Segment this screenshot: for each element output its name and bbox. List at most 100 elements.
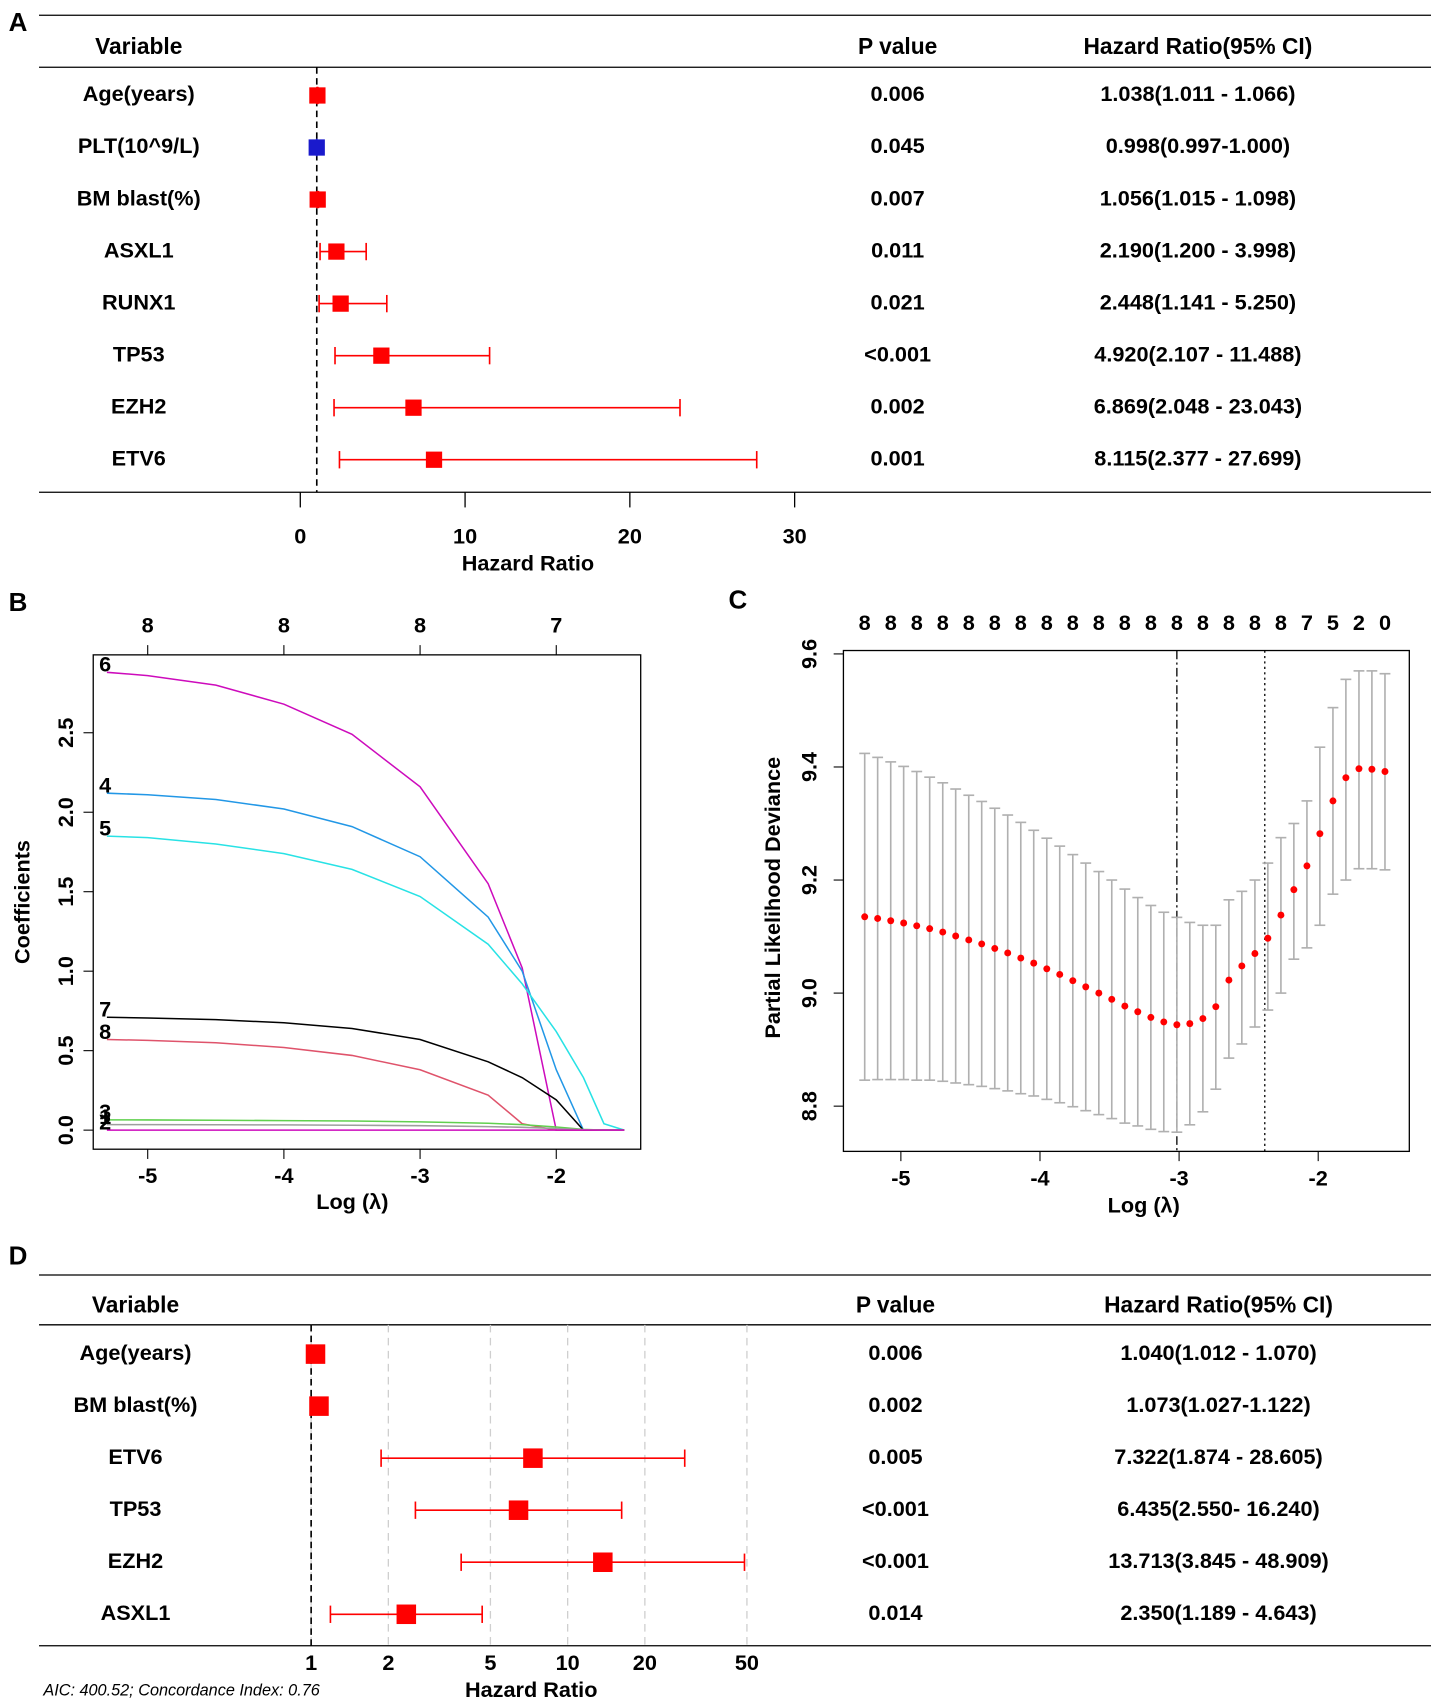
column-header: Hazard Ratio(95% CI)	[1104, 1291, 1333, 1317]
p-value: <0.001	[862, 1548, 929, 1573]
top-tick-label: 8	[142, 612, 154, 637]
hr-marker	[425, 451, 443, 468]
top-tick-label: 8	[1275, 610, 1287, 635]
panel-label: A	[9, 7, 28, 37]
panel-label: D	[9, 1240, 28, 1270]
deviance-point	[978, 940, 986, 948]
top-tick-label: 8	[937, 610, 949, 635]
hr-marker	[328, 243, 345, 260]
variable: Age(years)	[79, 1340, 191, 1365]
top-tick-label: 8	[1119, 610, 1131, 635]
hr-marker	[508, 1500, 529, 1520]
deviance-point	[1290, 886, 1298, 894]
deviance-point	[1199, 1015, 1207, 1023]
variable: TP53	[113, 341, 165, 366]
x-tick-label: -5	[138, 1163, 157, 1188]
deviance-point	[1264, 934, 1272, 942]
hr-marker	[309, 87, 326, 104]
hr-marker	[405, 399, 422, 416]
x-tick-label: -2	[547, 1163, 566, 1188]
hr-marker	[396, 1604, 417, 1625]
variable: ETV6	[108, 1444, 162, 1469]
variable: Age(years)	[83, 81, 195, 106]
hr-label: 1.056(1.015 - 1.098)	[1100, 185, 1296, 210]
series-label: 5	[99, 815, 111, 840]
deviance-point	[900, 919, 908, 927]
deviance-point	[1186, 1020, 1194, 1028]
series-label: 4	[99, 772, 111, 797]
deviance-point	[1017, 954, 1025, 962]
top-tick-label: 8	[911, 610, 923, 635]
hr-marker	[309, 191, 326, 208]
variable: EZH2	[108, 1548, 163, 1573]
hr-label: 7.322(1.874 - 28.605)	[1114, 1444, 1322, 1469]
p-value: <0.001	[862, 1496, 929, 1521]
x-tick-label: 50	[735, 1650, 759, 1675]
deviance-point	[991, 944, 999, 952]
top-tick-label: 8	[885, 610, 897, 635]
top-tick-label: 7	[550, 612, 562, 637]
deviance-point	[1225, 976, 1233, 984]
hr-marker	[593, 1552, 613, 1573]
p-value: 0.011	[871, 237, 924, 262]
top-tick-label: 8	[1145, 610, 1157, 635]
x-tick-label: 20	[633, 1650, 657, 1675]
deviance-point	[965, 936, 973, 944]
deviance-point	[939, 928, 947, 936]
column-header: Hazard Ratio(95% CI)	[1084, 33, 1313, 59]
deviance-point	[1095, 989, 1103, 997]
deviance-point	[1030, 959, 1038, 967]
x-axis-label: Log (λ)	[316, 1189, 388, 1214]
y-tick-label: 2.5	[53, 718, 78, 748]
x-axis-label: Hazard Ratio	[462, 551, 594, 576]
deviance-point	[1082, 983, 1090, 991]
y-axis-label: Coefficients	[10, 840, 35, 964]
top-tick-label: 8	[1171, 610, 1183, 635]
hr-marker	[523, 1448, 543, 1468]
deviance-point	[1251, 950, 1259, 957]
panel-label: C	[729, 585, 748, 615]
deviance-point	[1121, 1002, 1129, 1010]
column-header: P value	[856, 1291, 935, 1317]
top-tick-label: 8	[859, 610, 871, 635]
hr-marker	[309, 1396, 329, 1416]
series-label: 8	[99, 1019, 111, 1044]
column-header: P value	[858, 33, 937, 59]
deviance-point	[1381, 768, 1389, 775]
y-tick-label: 1.0	[53, 956, 78, 986]
hr-label: 1.040(1.012 - 1.070)	[1120, 1340, 1316, 1365]
deviance-point	[1160, 1018, 1168, 1026]
hr-label: 2.190(1.200 - 3.998)	[1100, 237, 1296, 262]
top-tick-label: 7	[1301, 610, 1313, 635]
series-label: 1	[99, 1104, 111, 1129]
column-header: Variable	[95, 33, 182, 59]
deviance-point	[1355, 765, 1363, 773]
x-tick-label: 2	[382, 1650, 394, 1675]
x-tick-label: 5	[484, 1650, 496, 1675]
top-tick-label: 8	[989, 610, 1001, 635]
deviance-point	[1342, 774, 1350, 782]
p-value: 0.021	[871, 289, 925, 314]
hr-label: 8.115(2.377 - 27.699)	[1094, 445, 1301, 470]
y-tick-label: 9.6	[797, 639, 822, 669]
top-tick-label: 8	[963, 610, 975, 635]
x-tick-label: 20	[618, 524, 642, 549]
top-tick-label: 8	[1197, 610, 1209, 635]
coefficient-path	[106, 792, 625, 1131]
series-label: 6	[99, 652, 111, 677]
x-tick-label: -3	[410, 1163, 429, 1188]
deviance-point	[1134, 1008, 1142, 1016]
deviance-point	[1056, 970, 1064, 978]
top-tick-label: 8	[1223, 610, 1235, 635]
deviance-point	[1368, 765, 1376, 773]
deviance-point	[926, 925, 934, 933]
deviance-point	[1004, 949, 1012, 957]
x-tick-label: -3	[1169, 1165, 1188, 1190]
deviance-point	[1173, 1021, 1181, 1029]
p-value: 0.006	[871, 81, 925, 106]
top-tick-label: 8	[1093, 610, 1105, 635]
y-axis-label: Partial Likelihood Deviance	[760, 757, 785, 1039]
p-value: 0.045	[871, 133, 925, 158]
p-value: 0.002	[871, 393, 925, 418]
